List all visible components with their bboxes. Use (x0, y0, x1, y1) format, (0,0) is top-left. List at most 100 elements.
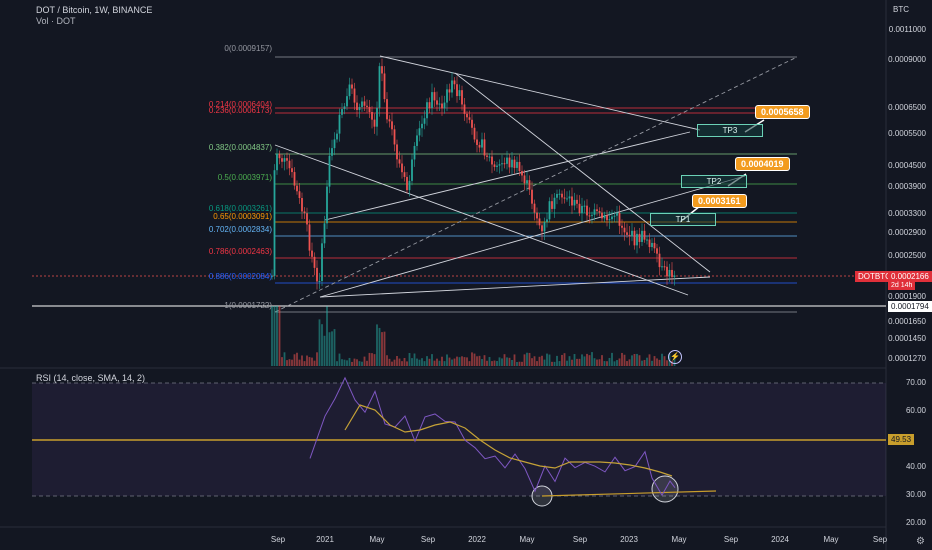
volume-bar (311, 357, 313, 366)
candle-body (433, 92, 436, 101)
volume-bar (408, 352, 411, 366)
chart-title[interactable]: DOT / Bitcoin, 1W, BINANCE (36, 5, 153, 15)
volume-bar (441, 356, 443, 366)
volume-bar (428, 358, 431, 366)
candle-body (311, 250, 313, 257)
volume-bar (308, 357, 311, 366)
volume-bar (583, 356, 586, 366)
gear-icon[interactable]: ⚙ (916, 536, 925, 547)
volume-bar (321, 324, 323, 366)
candle-body (516, 161, 518, 168)
volume-bar (523, 354, 526, 366)
volume-bar (618, 358, 621, 366)
candle-body (436, 100, 438, 105)
candle-body (613, 215, 616, 217)
candle-body (456, 84, 458, 97)
tp3-callout[interactable]: 0.0005658 (755, 105, 810, 119)
candle-body (606, 215, 608, 221)
candle-body (446, 89, 448, 103)
candle-body (363, 101, 366, 106)
volume-bar (318, 319, 321, 366)
candle-body (381, 66, 383, 74)
volume-bar (331, 331, 333, 366)
candle-body (361, 101, 363, 108)
volume-bar (438, 360, 441, 366)
volume-bar (333, 329, 336, 366)
candle-body (443, 102, 446, 109)
candle-body (586, 205, 588, 216)
volume-bar (636, 353, 638, 366)
candle-body (461, 90, 463, 105)
price-tick: 0.0001900 (888, 292, 926, 301)
volume-bar (411, 358, 413, 366)
rsi-tick: 60.00 (905, 406, 926, 415)
candle-body (418, 128, 421, 136)
volume-bar (531, 358, 533, 366)
volume-indicator-label[interactable]: Vol · DOT (36, 16, 76, 26)
candle-body (323, 223, 326, 244)
time-tick: May (519, 535, 535, 544)
candle-body (328, 155, 331, 187)
tp2-box[interactable]: TP2 (681, 175, 747, 188)
candle-body (578, 203, 581, 214)
candle-body (543, 222, 546, 232)
candle-body (406, 176, 408, 191)
volume-bar (538, 356, 541, 366)
candle-body (608, 219, 611, 221)
candle-body (498, 164, 501, 166)
fib-label: 0.618(0.0003261) (208, 204, 272, 213)
volume-bar (648, 354, 651, 366)
price-tick: 0.0001650 (888, 317, 926, 326)
tp3-box[interactable]: TP3 (697, 124, 763, 137)
volume-bar (271, 306, 273, 366)
candle-body (441, 103, 443, 109)
symbol-badge: DOTBTC (855, 271, 894, 282)
time-tick: Sep (270, 535, 286, 544)
level-price-badge: 0.0001794 (888, 301, 932, 312)
candle-body (373, 119, 376, 127)
candle-body (356, 102, 358, 111)
candle-body (491, 156, 493, 165)
candle-body (316, 267, 318, 282)
volume-bar (283, 352, 286, 366)
volume-bar (568, 356, 571, 366)
volume-bar (296, 352, 298, 366)
volume-bar (303, 361, 306, 366)
volume-bar (423, 361, 426, 366)
candle-body (421, 123, 423, 129)
price-tick: 0.0002500 (888, 251, 926, 260)
candle-body (306, 213, 308, 225)
volume-bar (536, 361, 538, 366)
candle-body (528, 180, 531, 190)
candle-body (548, 201, 551, 220)
volume-bar (663, 356, 666, 366)
candle-body (626, 232, 628, 235)
candle-body (558, 193, 561, 195)
candle-body (566, 198, 568, 200)
candle-body (638, 233, 641, 242)
volume-bar (383, 331, 386, 366)
candle-body (671, 269, 673, 277)
price-candles (271, 58, 676, 290)
volume-bar (558, 361, 561, 366)
volume-bar (608, 357, 611, 366)
candle-body (541, 225, 543, 232)
candle-body (383, 73, 386, 100)
volume-bar (646, 357, 648, 366)
candle-body (598, 211, 601, 213)
rsi-indicator-label[interactable]: RSI (14, close, SMA, 14, 2) (36, 373, 146, 383)
fib-label: 0.382(0.0004837) (208, 143, 272, 152)
tp1-box[interactable]: TP1 (650, 213, 716, 226)
tp1-callout[interactable]: 0.0003161 (692, 194, 747, 208)
tp2-callout[interactable]: 0.0004019 (735, 157, 790, 171)
candle-body (318, 280, 321, 282)
volume-bar (613, 361, 616, 366)
lightning-icon[interactable]: ⚡ (668, 350, 682, 364)
candle-body (473, 127, 476, 140)
candle-body (481, 139, 483, 148)
volume-bar (421, 358, 423, 366)
volume-bar (463, 357, 466, 366)
candle-body (503, 163, 506, 165)
volume-bar (276, 306, 278, 366)
